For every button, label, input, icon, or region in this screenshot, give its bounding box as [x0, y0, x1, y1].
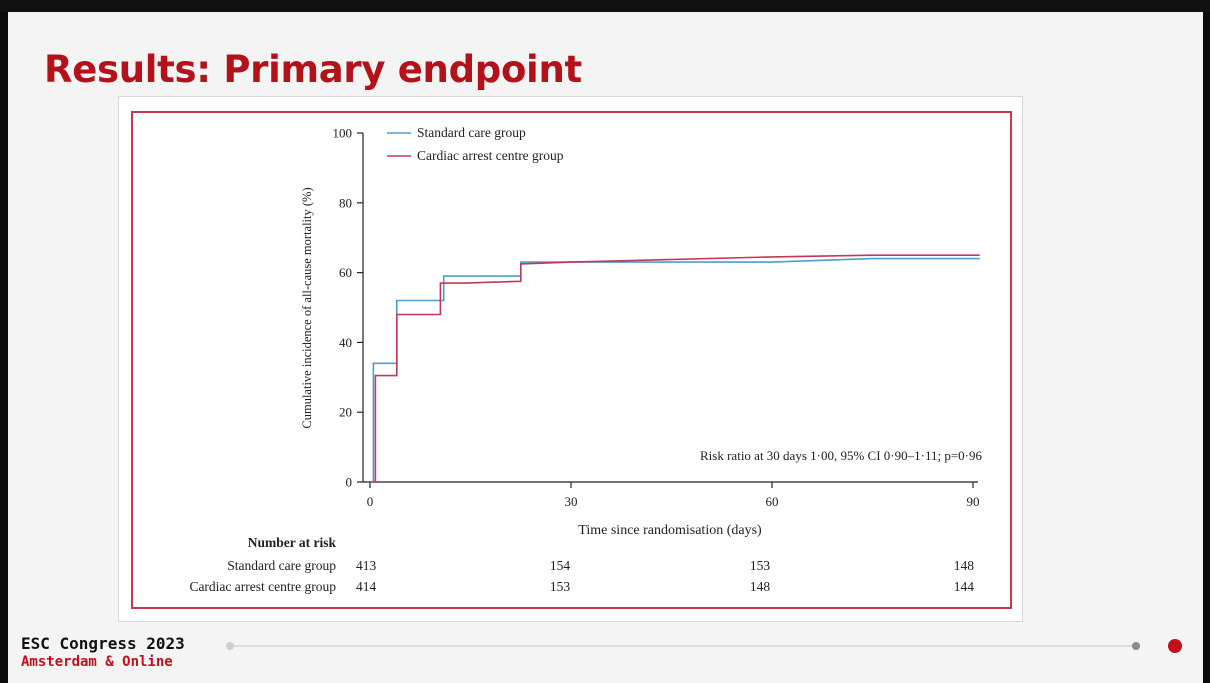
risk-row-label: Cardiac arrest centre group [189, 579, 336, 594]
y-tick-label: 20 [339, 405, 352, 420]
risk-row-label: Standard care group [227, 558, 336, 573]
x-ticks: 0 30 60 90 [367, 482, 980, 509]
progress-dot [1132, 642, 1140, 650]
congress-name: ESC Congress 2023 [21, 634, 185, 653]
legend-label-standard-care: Standard care group [417, 125, 526, 140]
y-tick-label: 40 [339, 335, 352, 350]
x-axis-label: Time since randomisation (days) [578, 523, 762, 538]
km-chart: 0 20 40 60 80 100 0 30 60 90 Cumulative incidenc… [189, 125, 982, 594]
risk-value: 148 [750, 579, 771, 594]
x-tick-label: 30 [565, 494, 578, 509]
y-axis-label: Cumulative incidence of all-cause mortal… [300, 187, 314, 428]
cardiac-arrest-centre-curve [370, 254, 980, 483]
risk-value: 148 [954, 558, 975, 573]
chart-axes [362, 133, 978, 483]
risk-value: 153 [550, 579, 571, 594]
risk-values: 413 154 153 148 414 153 148 144 [356, 558, 974, 594]
congress-location: Amsterdam & Online [21, 654, 173, 670]
risk-value: 144 [954, 579, 975, 594]
top-bar [0, 0, 1210, 12]
y-tick-label: 60 [339, 265, 352, 280]
y-tick-label: 100 [333, 126, 353, 141]
legend-label-cardiac-arrest-centre: Cardiac arrest centre group [417, 148, 564, 163]
risk-value: 413 [356, 558, 377, 573]
x-tick-label: 0 [367, 494, 374, 509]
legend: Standard care group Cardiac arrest centr… [387, 125, 564, 163]
slide-title: Results: Primary endpoint [44, 48, 582, 91]
progress-track [230, 645, 1140, 647]
survival-curves [370, 254, 980, 483]
x-tick-label: 90 [967, 494, 980, 509]
x-tick-label: 60 [766, 494, 779, 509]
y-tick-label: 80 [339, 195, 352, 210]
progress-start-dot [226, 642, 234, 650]
standard-care-curve [370, 257, 980, 483]
risk-table-heading: Number at risk [248, 535, 337, 550]
number-at-risk-table: Number at risk Standard care group Cardi… [189, 535, 974, 594]
figure-frame [131, 111, 1012, 609]
risk-value: 414 [356, 579, 377, 594]
chart-annotation: Risk ratio at 30 days 1·00, 95% CI 0·90–… [700, 448, 982, 463]
y-tick-label: 0 [346, 475, 353, 490]
slide: Results: Primary endpoint 0 20 40 60 80 100 0… [8, 12, 1203, 683]
progress-current-dot [1168, 639, 1182, 653]
risk-value: 153 [750, 558, 771, 573]
figure-panel [118, 96, 1023, 622]
y-ticks: 0 20 40 60 80 100 [333, 126, 363, 490]
risk-value: 154 [550, 558, 571, 573]
